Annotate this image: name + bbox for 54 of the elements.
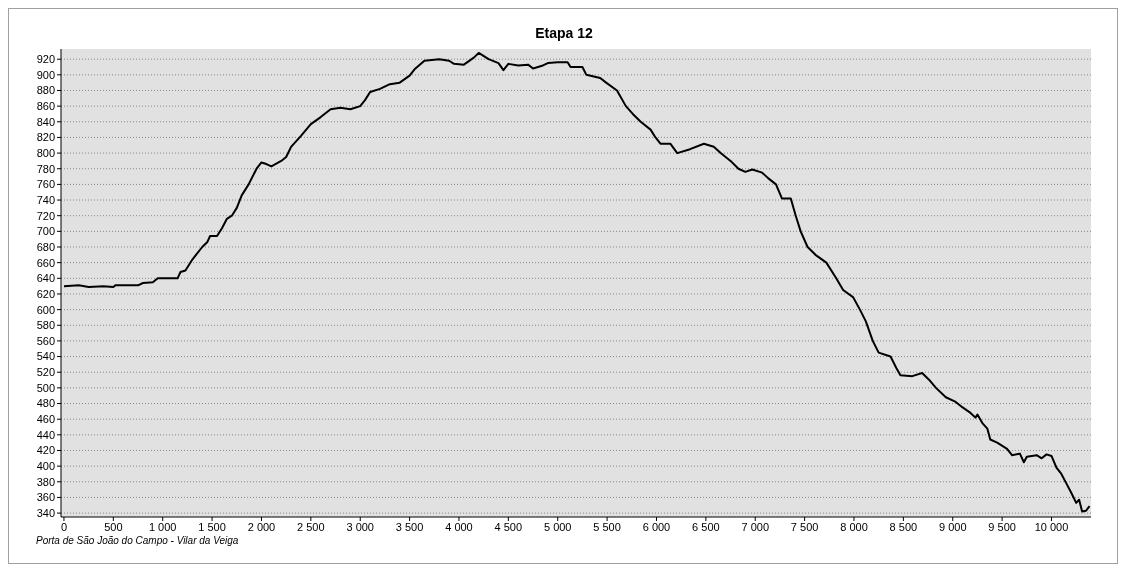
x-tick-label: 4 500 (494, 520, 523, 533)
y-tick-label: 780 (36, 162, 55, 175)
y-tick-label: 580 (36, 319, 55, 332)
y-tick-label: 900 (36, 68, 55, 81)
y-tick-label: 540 (36, 350, 55, 363)
y-tick-label: 920 (36, 53, 55, 66)
x-tick-label: 1 000 (148, 520, 177, 533)
x-tick-label: 8 000 (840, 520, 868, 533)
y-tick-label: 600 (36, 303, 55, 316)
y-tick-label: 520 (36, 366, 55, 379)
y-tick-label: 500 (36, 381, 55, 394)
y-tick-label: 860 (36, 100, 55, 113)
y-tick-label: 800 (36, 146, 55, 159)
y-tick-label: 760 (36, 178, 55, 191)
y-tick-label: 620 (36, 287, 55, 300)
x-tick-label: 1 500 (198, 520, 226, 533)
y-tick-label: 880 (36, 84, 55, 97)
y-tick-label: 640 (36, 272, 55, 285)
x-tick-label: 8 500 (889, 520, 918, 533)
x-tick-label: 6 000 (642, 520, 671, 533)
x-tick-label: 2 000 (247, 520, 276, 533)
y-tick-label: 660 (36, 256, 55, 269)
x-tick-label: 7 500 (790, 520, 819, 533)
y-tick-label: 440 (36, 428, 55, 441)
y-tick-label: 700 (36, 225, 55, 238)
x-tick-label: 3 000 (346, 520, 374, 533)
y-tick-label: 400 (36, 460, 55, 473)
y-tick-label: 480 (36, 397, 55, 410)
y-tick-label: 380 (36, 475, 55, 488)
y-tick-label: 420 (36, 444, 55, 457)
text: Porta de São João do Campo - Vilar da Veiga (36, 535, 239, 546)
line-series (62, 51, 1091, 513)
x-tick-label: 9 500 (988, 520, 1016, 533)
y-tick-label: 560 (36, 334, 55, 347)
y-tick-label: 680 (36, 240, 55, 253)
y-tick-label: 740 (36, 193, 55, 206)
x-tick-label: 6 500 (692, 520, 720, 533)
x-tick-label: 0 (60, 520, 68, 533)
y-tick-label: 820 (36, 131, 55, 144)
chart-title: Etapa 12 (534, 25, 594, 41)
x-tick-label: 3 500 (395, 520, 424, 533)
x-tick-label: 5 000 (543, 520, 572, 533)
x-tick-label: 500 (104, 520, 123, 533)
x-tick-label: 4 000 (445, 520, 473, 533)
y-tick-label: 720 (36, 209, 55, 222)
y-tick-label: 340 (36, 506, 55, 519)
x-tick-label: 9 000 (938, 520, 967, 533)
x-tick-label: 2 500 (297, 520, 325, 533)
x-tick-label: 7 000 (741, 520, 769, 533)
y-tick-label: 840 (36, 115, 55, 128)
x-tick-label: 10 000 (1034, 520, 1069, 533)
y-tick-label: 460 (36, 413, 55, 426)
y-tick-label: 360 (36, 491, 55, 504)
x-tick-label: 5 500 (593, 520, 621, 533)
